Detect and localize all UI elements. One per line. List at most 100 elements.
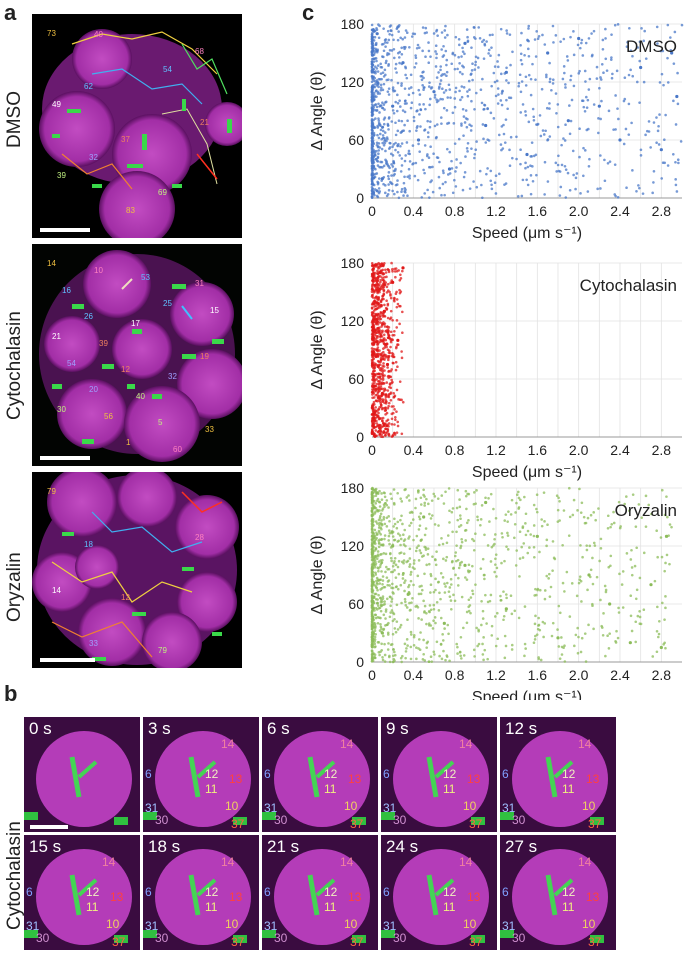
scatter-point xyxy=(401,573,405,577)
track-number-label: 12 xyxy=(86,885,100,899)
scatter-point xyxy=(641,192,645,195)
scatter-point xyxy=(562,37,566,41)
scatter-point xyxy=(397,119,401,123)
scatter-point xyxy=(550,88,553,92)
scatter-point xyxy=(630,629,634,633)
scatter-point xyxy=(384,393,388,397)
scatter-point xyxy=(578,127,581,130)
scatter-point xyxy=(371,320,374,323)
scatter-point xyxy=(402,543,406,546)
scatter-point xyxy=(374,489,377,493)
scatter-point xyxy=(484,141,488,144)
scatter-point xyxy=(375,422,379,425)
scatter-point xyxy=(411,596,414,600)
scatter-point xyxy=(384,624,387,627)
track-number-label: 12 xyxy=(324,885,338,899)
scatter-point xyxy=(409,570,413,574)
scatter-point xyxy=(433,653,436,656)
scatter-point xyxy=(453,53,457,57)
scatter-point xyxy=(651,191,654,195)
track-number-label: 30 xyxy=(512,813,526,827)
scatter-point xyxy=(518,575,521,578)
scatter-point xyxy=(441,633,444,636)
scatter-point xyxy=(440,31,444,34)
scatter-point xyxy=(399,551,403,554)
scatter-point xyxy=(414,54,417,57)
scatter-point xyxy=(385,285,389,289)
scatter-point xyxy=(382,429,386,433)
scatter-point xyxy=(451,530,454,534)
scatter-point xyxy=(440,494,444,497)
scatter-point xyxy=(385,503,389,507)
scatter-point xyxy=(448,521,451,524)
scatter-point xyxy=(370,62,374,66)
scatter-point xyxy=(567,486,571,490)
scatter-point xyxy=(392,169,396,173)
scatter-point xyxy=(392,111,396,115)
scatter-point xyxy=(427,41,430,44)
scatter-point xyxy=(376,409,379,413)
scatter-point xyxy=(371,412,374,416)
scatter-point xyxy=(424,107,427,111)
scatter-point xyxy=(431,627,435,630)
scatter-point xyxy=(377,518,381,522)
scatter-point xyxy=(400,119,404,123)
scatter-point xyxy=(418,113,421,116)
scatter-point xyxy=(423,501,427,505)
scatter-point xyxy=(377,394,381,398)
scatter-point xyxy=(395,298,399,301)
scatter-point xyxy=(438,85,441,89)
scatter-point xyxy=(394,346,398,350)
scatter-point xyxy=(402,194,405,197)
scatter-point xyxy=(394,148,397,152)
scatter-point xyxy=(451,559,454,563)
scatter-point xyxy=(375,32,379,36)
scatter-point xyxy=(435,29,438,33)
scatter-point xyxy=(391,582,394,586)
scatter-point xyxy=(377,529,381,533)
scatter-point xyxy=(412,643,416,647)
scatter-point xyxy=(542,491,546,494)
scatter-point xyxy=(395,620,399,623)
scatter-point xyxy=(587,623,590,627)
scatter-point xyxy=(376,145,380,149)
scatter-point xyxy=(515,501,518,505)
scatter-point xyxy=(414,506,417,510)
scatter-point xyxy=(394,141,397,145)
scatter-point xyxy=(384,422,387,426)
scatter-point xyxy=(531,107,535,111)
scatter-point xyxy=(529,174,533,177)
scatter-point xyxy=(391,189,394,193)
scatter-point xyxy=(518,557,522,560)
scatter-point xyxy=(376,588,379,592)
scatter-point xyxy=(387,534,391,538)
scatter-point xyxy=(467,79,471,83)
scatter-point xyxy=(408,563,412,566)
track-number-label: 10 xyxy=(582,917,596,931)
scatter-point xyxy=(565,55,569,58)
scatter-point xyxy=(534,614,537,618)
scatter-point xyxy=(470,69,474,72)
scatter-point xyxy=(639,65,643,70)
scatter-point xyxy=(378,288,382,291)
scatter-point xyxy=(549,585,553,589)
scatter-point xyxy=(380,407,384,411)
scatter-point xyxy=(622,142,626,146)
track-number-label: 13 xyxy=(467,772,481,786)
scatter-point xyxy=(448,88,452,91)
scatter-point xyxy=(599,546,603,550)
scatter-point xyxy=(627,102,631,106)
scatter-point xyxy=(674,178,677,181)
scatter-point xyxy=(609,554,613,558)
scatter-point xyxy=(383,653,387,657)
scatter-point xyxy=(635,546,638,550)
scatter-point xyxy=(387,354,391,358)
scatter-point xyxy=(378,653,381,657)
scatter-point xyxy=(504,70,508,74)
scatter-point xyxy=(403,159,407,163)
scatter-point xyxy=(371,269,375,273)
scatter-point xyxy=(390,530,394,534)
scatter-point xyxy=(384,41,387,44)
scatter-point xyxy=(462,86,466,89)
scatter-point xyxy=(458,650,462,654)
